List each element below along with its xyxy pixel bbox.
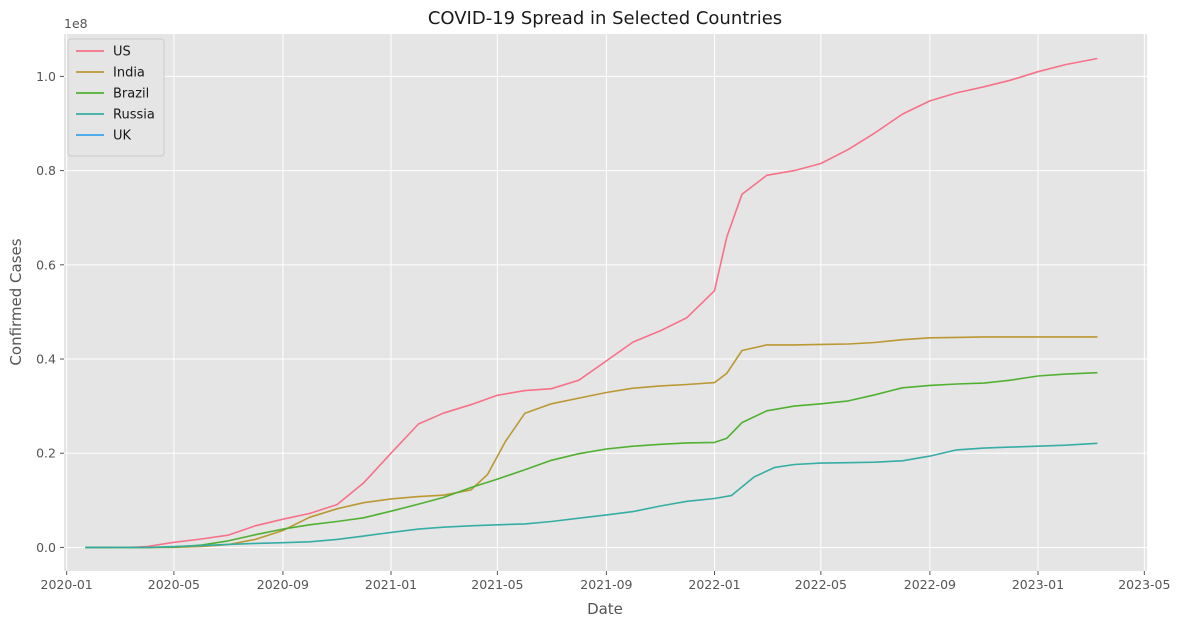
y-axis: 0.0 0.2 0.4 0.6 0.8 1.0 [36, 69, 64, 555]
y-tick-label: 0.0 [36, 540, 56, 555]
x-tick-label: 2020-01 [41, 577, 93, 592]
x-tick-label: 2021-09 [580, 577, 632, 592]
chart-title: COVID-19 Spread in Selected Countries [428, 8, 782, 29]
series-line-us [85, 57, 1098, 549]
plot-area [64, 34, 1147, 571]
y-axis-label: Confirmed Cases [7, 238, 25, 365]
legend: US India Brazil Russia UK [67, 38, 165, 157]
legend-label: US [113, 45, 131, 60]
x-axis: 2020-01 2020-05 2020-09 2021-01 2021-05 2021-… [41, 571, 1170, 592]
x-tick-label: 2022-09 [904, 577, 956, 592]
legend-label: Russia [113, 108, 155, 123]
series-line-brazil [85, 371, 1098, 549]
x-tick-label: 2022-05 [795, 577, 847, 592]
y-tick-label: 0.2 [36, 446, 56, 461]
x-tick-label: 2023-05 [1118, 577, 1170, 592]
legend-label: Brazil [113, 87, 149, 102]
x-axis-label: Date [587, 600, 623, 618]
x-tick-label: 2021-01 [365, 577, 417, 592]
series-line-russia [85, 442, 1098, 549]
series-layer [85, 57, 1098, 549]
y-tick-label: 0.4 [36, 352, 56, 367]
x-tick-label: 2020-05 [148, 577, 200, 592]
x-tick-label: 2020-09 [257, 577, 309, 592]
legend-label: UK [113, 129, 132, 144]
x-tick-label: 2021-05 [471, 577, 523, 592]
x-tick-label: 2022-01 [688, 577, 740, 592]
y-tick-label: 0.6 [36, 257, 56, 272]
grid [64, 34, 1147, 571]
x-tick-label: 2023-01 [1012, 577, 1064, 592]
legend-label: India [113, 66, 145, 81]
y-tick-label: 1.0 [36, 69, 56, 84]
y-tick-label: 0.8 [36, 163, 56, 178]
legend-box [67, 38, 165, 157]
y-offset-label: 1e8 [64, 16, 88, 31]
